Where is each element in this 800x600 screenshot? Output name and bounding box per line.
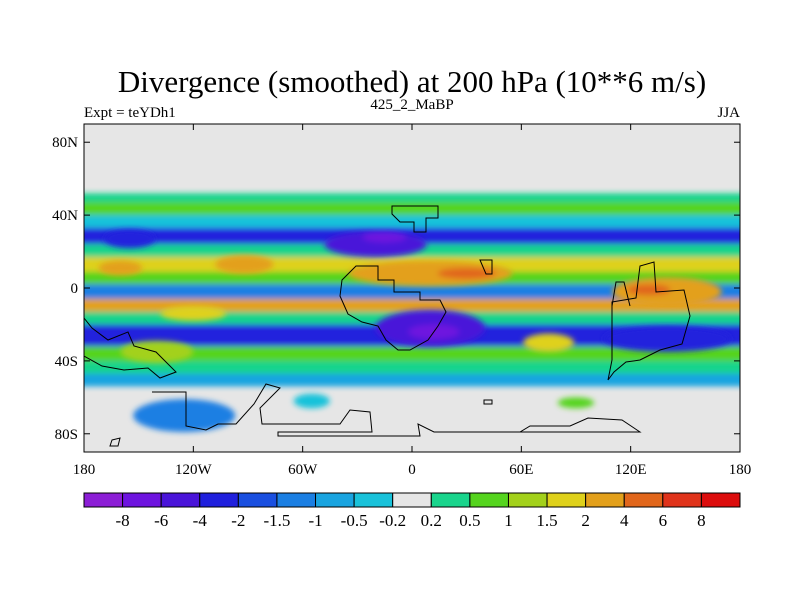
cell-13 <box>523 333 575 352</box>
y-tick-label: 40S <box>55 354 78 370</box>
band-13 <box>84 373 740 387</box>
colorbar-swatch <box>83 492 124 508</box>
x-axis: 180 120W 60W 0 60E 120E 180 <box>73 124 752 478</box>
colorbar-swatch <box>122 492 162 508</box>
band-2 <box>84 215 740 228</box>
subtitle-left: Expt = teYDh1 <box>84 105 176 121</box>
x-tick-label: 0 <box>408 462 416 478</box>
colorbar-label: 6 <box>659 511 668 530</box>
coastline-southamerica <box>84 317 177 379</box>
colorbar-swatch <box>392 492 432 508</box>
x-tick-label: 60W <box>288 462 318 478</box>
colorbar-label: 1 <box>504 511 513 530</box>
colorbar-label: 4 <box>620 511 629 530</box>
y-axis: 80N 40N 0 40S 80S <box>52 135 740 443</box>
cell-1 <box>98 260 143 276</box>
cell-17 <box>557 397 595 409</box>
band-12 <box>84 360 740 374</box>
coastline-east <box>479 259 493 275</box>
colorbar-swatch <box>700 492 741 508</box>
colorbar-swatch <box>430 492 471 508</box>
colorbar-swatch <box>237 492 278 508</box>
colorbar-swatch <box>276 492 317 508</box>
colorbar-label: 1.5 <box>536 511 557 530</box>
chart-title: Divergence (smoothed) at 200 hPa (10**6 … <box>118 64 706 99</box>
colorbar-label: -1 <box>308 511 322 530</box>
band-1 <box>84 202 740 216</box>
colorbar-swatch <box>546 492 587 508</box>
colorbar-swatch <box>662 492 702 508</box>
cell-15 <box>133 399 236 432</box>
colorbar-swatch <box>315 492 355 508</box>
coastline-tip <box>109 437 121 447</box>
y-tick-label: 80N <box>52 135 78 151</box>
cell-4 <box>362 231 407 243</box>
x-tick-label: 180 <box>729 462 752 478</box>
colorbar-label: 8 <box>697 511 706 530</box>
cell-16 <box>293 393 330 409</box>
colorbar-swatch <box>507 492 548 508</box>
x-tick-label: 120W <box>175 462 213 478</box>
divergence-cells <box>98 229 731 432</box>
band-8 <box>84 298 740 312</box>
coastline-indonesia <box>611 281 631 307</box>
cell-14 <box>603 326 731 352</box>
colorbar-swatch <box>623 492 664 508</box>
cell-12 <box>120 340 194 363</box>
coastline-australia <box>607 261 691 381</box>
y-tick-label: 0 <box>71 281 79 297</box>
subtitle-center: 425_2_MaBP <box>370 97 453 113</box>
x-tick-label: 60E <box>509 462 533 478</box>
band-0 <box>84 193 740 203</box>
cell-9 <box>160 306 227 321</box>
colorbar-label: -0.5 <box>341 511 368 530</box>
colorbar-swatch <box>160 492 201 508</box>
plot-area <box>84 124 740 452</box>
subtitle-right: JJA <box>717 105 740 121</box>
coastline-antarctica <box>152 383 642 437</box>
x-tick-label: 120E <box>615 462 647 478</box>
colorbar-label: -8 <box>116 511 130 530</box>
colorbar-swatch <box>469 492 509 508</box>
colorbar-label: -2 <box>231 511 245 530</box>
coastline-south-islands <box>483 399 493 405</box>
coastline-outlines <box>84 205 691 447</box>
colorbar-swatch <box>199 492 239 508</box>
colorbar-label: 0.2 <box>421 511 442 530</box>
band-11 <box>84 346 740 361</box>
y-tick-label: 40N <box>52 208 78 224</box>
x-tick-label: 180 <box>73 462 96 478</box>
colorbar-label: -6 <box>154 511 168 530</box>
colorbar-swatch <box>353 492 394 508</box>
colorbar-label: -1.5 <box>263 511 290 530</box>
colorbar-swatch <box>585 492 625 508</box>
colorbar-label: 2 <box>581 511 590 530</box>
cell-2 <box>215 255 274 274</box>
cell-0 <box>104 229 156 248</box>
y-tick-label: 80S <box>55 427 78 443</box>
coastline-africa-west <box>339 265 447 351</box>
colorbar: -8 -6 -4 -2 -1.5 -1 -0.5 -0.2 0.2 0.5 1 1.5 2 4 6 8 <box>83 492 741 530</box>
coastline-africa <box>391 205 439 233</box>
colorbar-label: -4 <box>193 511 208 530</box>
colorbar-label: -0.2 <box>379 511 406 530</box>
cell-6 <box>437 267 496 279</box>
colorbar-label: 0.5 <box>459 511 480 530</box>
cell-8 <box>627 284 671 296</box>
